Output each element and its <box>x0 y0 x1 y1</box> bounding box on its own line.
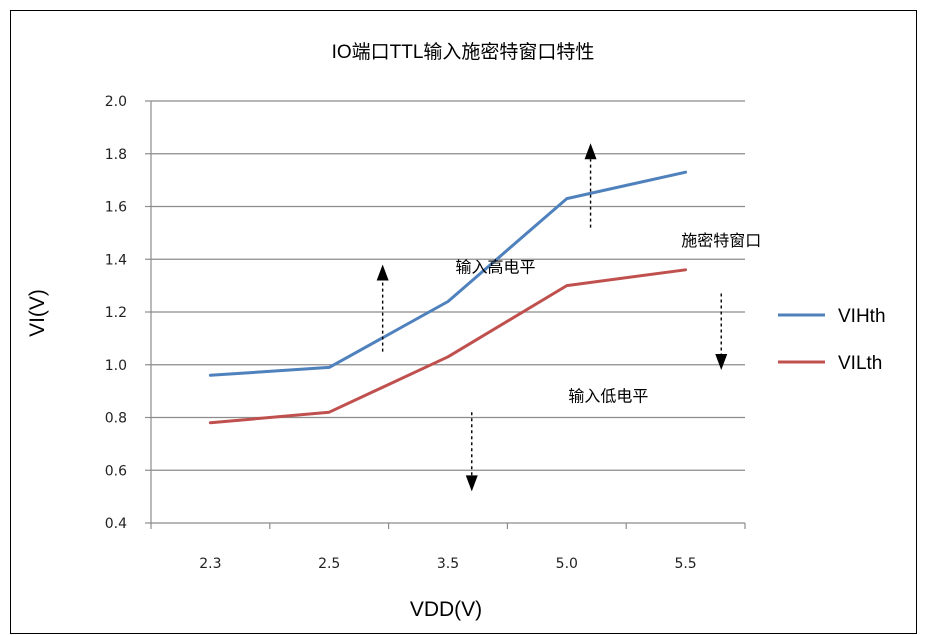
arrowhead <box>376 264 389 281</box>
x-tick-label: 2.3 <box>199 556 221 572</box>
arrowhead <box>584 143 597 160</box>
y-tick-label: 1.4 <box>105 252 127 268</box>
chart-title: IO端口TTL输入施密特窗口特性 <box>332 41 595 63</box>
arrow-down-right <box>715 293 728 371</box>
arrow-up-left <box>376 264 389 352</box>
annotation-high: 输入高电平 <box>456 257 536 276</box>
y-tick-label: 1.6 <box>105 200 127 216</box>
arrow-up-right <box>584 143 597 228</box>
annotation-window: 施密特窗口 <box>681 231 761 250</box>
legend: VIHth VILth <box>778 306 886 374</box>
y-tick-label: 1.2 <box>105 305 127 321</box>
y-tick-label: 1.8 <box>105 147 127 163</box>
legend-label-vihth: VIHth <box>838 306 886 327</box>
chart-frame <box>10 10 917 634</box>
annotation-low: 输入低电平 <box>568 387 648 406</box>
x-tick-label: 3.5 <box>437 556 459 572</box>
y-tick-label: 0.6 <box>105 463 127 479</box>
y-tick-label: 0.4 <box>105 516 127 532</box>
series-line-vilth <box>208 268 688 425</box>
series-lines <box>208 170 688 425</box>
x-tick-label: 5.5 <box>674 556 696 572</box>
series-line-vihth <box>208 170 688 377</box>
x-tick-label: 5.0 <box>556 556 578 572</box>
arrowhead <box>465 475 478 492</box>
axes <box>150 101 746 529</box>
legend-label-vilth: VILth <box>838 353 882 374</box>
y-tick-label: 2.0 <box>105 94 127 110</box>
x-tick-label: 2.5 <box>318 556 340 572</box>
arrowhead <box>715 354 728 371</box>
y-axis-title: VI(V) <box>26 289 49 337</box>
arrow-down-left <box>465 412 478 492</box>
arrows <box>376 143 728 492</box>
x-tick-labels: 2.3 2.5 3.5 5.0 5.5 <box>199 556 696 572</box>
y-tick-label: 0.8 <box>105 411 127 427</box>
x-axis-title: VDD(V) <box>410 598 482 621</box>
grid <box>145 100 745 524</box>
y-tick-labels: 0.4 0.6 0.8 1.0 1.2 1.4 1.6 1.8 2.0 <box>105 94 127 532</box>
y-tick-label: 1.0 <box>105 358 127 374</box>
